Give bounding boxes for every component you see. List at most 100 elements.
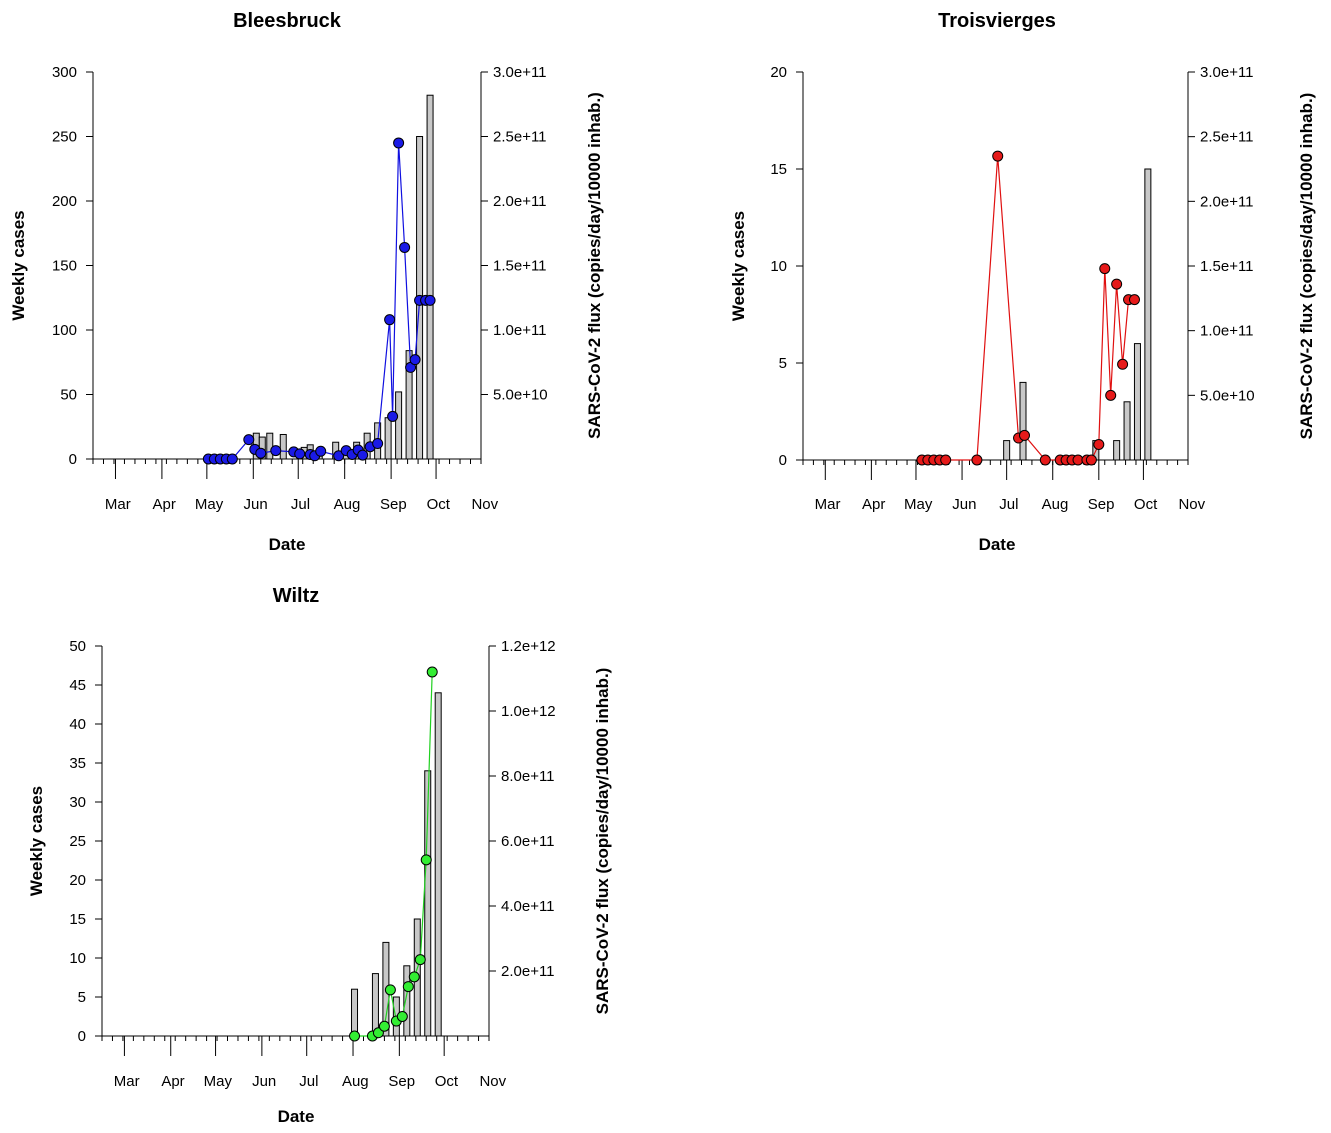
case-bar xyxy=(1113,440,1121,461)
y-tick-label: 300 xyxy=(52,64,77,81)
case-bar xyxy=(424,770,432,1037)
case-bar xyxy=(434,692,442,1037)
case-bar xyxy=(384,417,392,460)
case-bar xyxy=(266,432,274,460)
y2-tick-label: 1.0e+11 xyxy=(493,322,547,339)
x-tick-label: Nov xyxy=(1178,496,1205,513)
flux-line xyxy=(921,156,1135,461)
y-tick-label: 10 xyxy=(770,258,787,275)
x-axis-label: Date xyxy=(278,1107,315,1126)
flux-point xyxy=(1105,389,1117,401)
y-tick-label: 45 xyxy=(69,677,86,694)
flux-point xyxy=(270,445,282,457)
y-tick-label: 200 xyxy=(52,193,77,210)
flux-point xyxy=(396,1011,408,1022)
chart-title: Bleesbruck xyxy=(233,10,342,32)
y2-tick-label: 1.0e+12 xyxy=(501,703,556,720)
y-axis-label: Weekly cases xyxy=(27,786,46,896)
y-tick-label: 100 xyxy=(52,322,77,339)
y-axis-label: Weekly cases xyxy=(729,211,748,321)
flux-point xyxy=(393,137,405,149)
flux-point xyxy=(1117,358,1129,370)
x-tick-label: Apr xyxy=(862,496,885,513)
case-bar xyxy=(279,433,287,460)
x-tick-label: May xyxy=(904,496,933,513)
chart-panel-3: Wiltz 0 5 10 15 20 25 30 35 40 45 50 2.0e+11 4.0e+11 6… xyxy=(27,585,612,1126)
x-tick-label: Mar xyxy=(114,1073,140,1090)
case-bar xyxy=(1123,401,1131,461)
x-tick-label: Nov xyxy=(479,1073,506,1090)
y-tick-label: 15 xyxy=(770,161,787,178)
flux-point xyxy=(940,454,952,466)
case-bar xyxy=(395,391,403,460)
x-tick-label: Aug xyxy=(1042,496,1069,513)
y-tick-label: 40 xyxy=(69,716,86,733)
y-tick-label: 35 xyxy=(69,755,86,772)
case-bar xyxy=(426,94,434,460)
x-tick-label: Oct xyxy=(1134,496,1158,513)
chart-title: Wiltz xyxy=(273,585,319,607)
y2-tick-label: 1.0e+11 xyxy=(1200,323,1254,340)
y-tick-label: 150 xyxy=(52,258,77,275)
flux-point xyxy=(1111,278,1123,290)
y-tick-label: 0 xyxy=(78,1028,86,1045)
y2-tick-label: 5.0e+10 xyxy=(1200,387,1255,404)
y-tick-label: 0 xyxy=(779,452,787,469)
x-tick-label: Jun xyxy=(252,1073,276,1090)
y-tick-label: 5 xyxy=(78,989,86,1006)
y2-tick-label: 5.0e+10 xyxy=(493,387,548,404)
x-tick-label: Mar xyxy=(815,496,841,513)
case-bar xyxy=(403,965,411,1037)
y2-axis-label: SARS-CoV-2 flux (copies/day/10000 inhab.… xyxy=(593,668,612,1015)
case-bar xyxy=(1003,440,1011,461)
x-tick-label: Sep xyxy=(380,496,407,513)
x-tick-label: Nov xyxy=(471,496,498,513)
flux-point xyxy=(357,449,369,461)
flux-point xyxy=(426,666,438,678)
y2-tick-label: 1.2e+12 xyxy=(501,638,556,655)
y-tick-label: 250 xyxy=(52,129,77,146)
y2-tick-label: 3.0e+11 xyxy=(1200,64,1254,81)
x-tick-label: Mar xyxy=(105,496,131,513)
case-bar xyxy=(1019,381,1027,461)
flux-point xyxy=(420,854,432,866)
y2-tick-label: 1.5e+11 xyxy=(1200,258,1254,275)
flux-point xyxy=(1099,263,1111,275)
flux-point xyxy=(1093,438,1105,450)
flux-point xyxy=(315,445,327,457)
flux-point xyxy=(1039,454,1051,466)
flux-point xyxy=(243,434,255,446)
y-axis-label: Weekly cases xyxy=(9,210,28,320)
case-bar xyxy=(405,350,413,460)
flux-point xyxy=(387,410,399,422)
x-tick-label: Jul xyxy=(999,496,1018,513)
flux-point xyxy=(294,448,306,460)
x-tick-label: May xyxy=(195,496,224,513)
x-tick-label: Oct xyxy=(435,1073,459,1090)
y-tick-label: 50 xyxy=(69,638,86,655)
y-tick-label: 5 xyxy=(779,355,787,372)
x-tick-label: Aug xyxy=(342,1073,369,1090)
x-axis-label: Date xyxy=(979,535,1016,554)
y-tick-label: 0 xyxy=(69,451,77,468)
x-tick-label: May xyxy=(204,1073,233,1090)
y-tick-label: 25 xyxy=(69,833,86,850)
x-tick-label: Oct xyxy=(427,496,451,513)
y2-tick-label: 2.0e+11 xyxy=(1200,193,1254,210)
y2-axis-label: SARS-CoV-2 flux (copies/day/10000 inhab.… xyxy=(1297,93,1316,440)
flux-point xyxy=(402,981,414,993)
x-tick-label: Apr xyxy=(153,496,176,513)
y2-tick-label: 2.0e+11 xyxy=(493,193,547,210)
y2-tick-label: 1.5e+11 xyxy=(493,258,547,275)
y2-tick-label: 4.0e+11 xyxy=(501,898,555,915)
flux-point xyxy=(1085,454,1097,466)
y2-tick-label: 6.0e+11 xyxy=(501,833,555,850)
flux-point xyxy=(408,971,420,983)
x-tick-label: Aug xyxy=(334,496,361,513)
flux-point xyxy=(971,454,983,466)
y-tick-label: 10 xyxy=(69,950,86,967)
flux-point xyxy=(333,450,345,462)
y2-tick-label: 2.0e+11 xyxy=(501,963,555,980)
y-tick-label: 15 xyxy=(69,911,86,928)
flux-point xyxy=(1018,429,1030,441)
